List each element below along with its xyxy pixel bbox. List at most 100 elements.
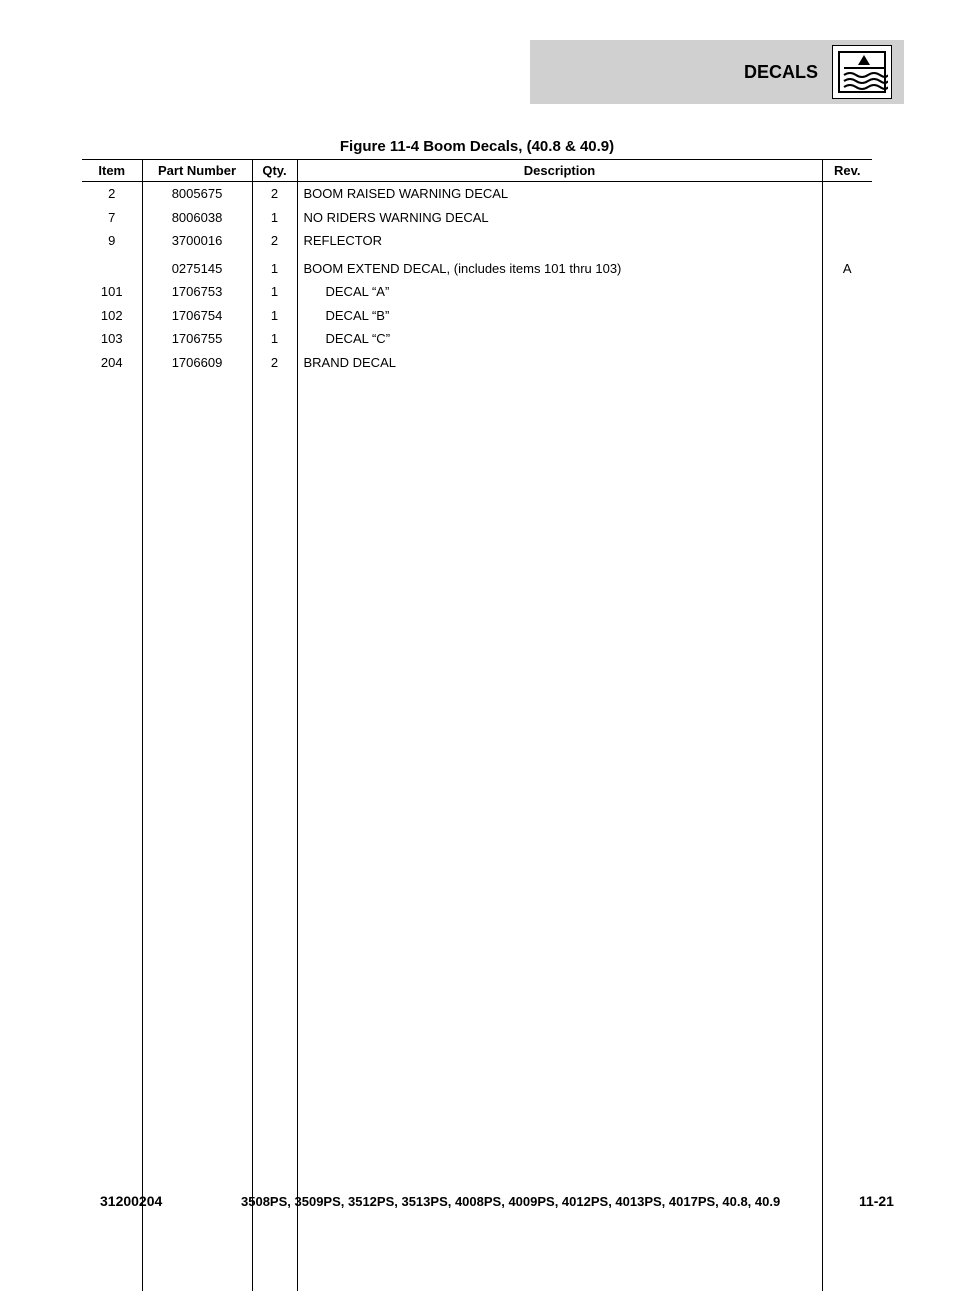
- cell-item: [82, 962, 142, 986]
- cell-desc: BRAND DECAL: [297, 351, 822, 375]
- cell-rev: A: [822, 257, 872, 281]
- table-row: [82, 1032, 872, 1056]
- table-row: [82, 374, 872, 398]
- cell-rev: [822, 703, 872, 727]
- table-row: [82, 539, 872, 563]
- cell-desc: [297, 1126, 822, 1150]
- table-header-row: Item Part Number Qty. Description Rev.: [82, 160, 872, 182]
- cell-rev: [822, 1244, 872, 1268]
- table-row: [82, 398, 872, 422]
- decal-warning-icon: [838, 51, 886, 93]
- cell-desc: [297, 1103, 822, 1127]
- cell-item: 102: [82, 304, 142, 328]
- cell-qty: [252, 844, 297, 868]
- cell-desc: BOOM RAISED WARNING DECAL: [297, 182, 822, 206]
- cell-desc: [297, 468, 822, 492]
- col-header-part: Part Number: [142, 160, 252, 182]
- table-row: [82, 492, 872, 516]
- table-row: [82, 750, 872, 774]
- cell-item: [82, 797, 142, 821]
- cell-qty: [252, 633, 297, 657]
- cell-part: [142, 868, 252, 892]
- cell-rev: [822, 586, 872, 610]
- cell-part: [142, 680, 252, 704]
- cell-part: [142, 1150, 252, 1174]
- cell-item: [82, 868, 142, 892]
- cell-rev: [822, 182, 872, 206]
- cell-item: [82, 445, 142, 469]
- cell-desc: [297, 1267, 822, 1291]
- cell-qty: 1: [252, 257, 297, 281]
- table-row: [82, 445, 872, 469]
- cell-part: [142, 1126, 252, 1150]
- table-row: 10317067551DECAL “C”: [82, 327, 872, 351]
- cell-qty: [252, 821, 297, 845]
- cell-item: [82, 821, 142, 845]
- cell-item: [82, 1009, 142, 1033]
- cell-rev: [822, 1220, 872, 1244]
- cell-desc: BOOM EXTEND DECAL, (includes items 101 t…: [297, 257, 822, 281]
- table-row: [82, 1009, 872, 1033]
- cell-item: [82, 727, 142, 751]
- cell-part: [142, 938, 252, 962]
- cell-desc: REFLECTOR: [297, 229, 822, 253]
- cell-item: [82, 1244, 142, 1268]
- cell-item: [82, 844, 142, 868]
- col-header-rev: Rev.: [822, 160, 872, 182]
- cell-rev: [822, 1126, 872, 1150]
- table-row: [82, 1244, 872, 1268]
- cell-desc: [297, 421, 822, 445]
- cell-rev: [822, 327, 872, 351]
- table-row: 02751451BOOM EXTEND DECAL, (includes ite…: [82, 257, 872, 281]
- cell-part: [142, 915, 252, 939]
- cell-item: [82, 1079, 142, 1103]
- cell-desc: [297, 492, 822, 516]
- table-row: [82, 727, 872, 751]
- cell-desc: [297, 515, 822, 539]
- cell-rev: [822, 656, 872, 680]
- cell-part: [142, 1079, 252, 1103]
- cell-item: [82, 1056, 142, 1080]
- cell-item: [82, 680, 142, 704]
- cell-rev: [822, 280, 872, 304]
- cell-part: [142, 445, 252, 469]
- cell-rev: [822, 633, 872, 657]
- cell-qty: [252, 445, 297, 469]
- cell-part: 0275145: [142, 257, 252, 281]
- cell-rev: [822, 539, 872, 563]
- cell-desc: [297, 727, 822, 751]
- page-footer: 31200204 3508PS, 3509PS, 3512PS, 3513PS,…: [100, 1193, 894, 1209]
- cell-qty: [252, 515, 297, 539]
- cell-rev: [822, 868, 872, 892]
- table-row: [82, 680, 872, 704]
- cell-desc: [297, 750, 822, 774]
- section-title: DECALS: [744, 62, 818, 83]
- cell-qty: [252, 891, 297, 915]
- cell-qty: [252, 1220, 297, 1244]
- cell-part: [142, 1267, 252, 1291]
- cell-part: 1706755: [142, 327, 252, 351]
- cell-qty: 1: [252, 327, 297, 351]
- cell-qty: [252, 562, 297, 586]
- cell-part: [142, 1009, 252, 1033]
- header-bar: DECALS: [530, 40, 904, 104]
- cell-rev: [822, 609, 872, 633]
- cell-qty: [252, 1079, 297, 1103]
- cell-desc: [297, 586, 822, 610]
- table-row: [82, 891, 872, 915]
- cell-part: [142, 539, 252, 563]
- cell-desc: [297, 985, 822, 1009]
- col-header-qty: Qty.: [252, 160, 297, 182]
- cell-rev: [822, 797, 872, 821]
- cell-item: [82, 985, 142, 1009]
- cell-part: [142, 703, 252, 727]
- table-row: [82, 868, 872, 892]
- cell-item: [82, 421, 142, 445]
- cell-part: [142, 1032, 252, 1056]
- cell-item: [82, 1126, 142, 1150]
- cell-qty: [252, 1056, 297, 1080]
- cell-item: [82, 468, 142, 492]
- cell-desc: [297, 821, 822, 845]
- cell-rev: [822, 515, 872, 539]
- table-row: [82, 562, 872, 586]
